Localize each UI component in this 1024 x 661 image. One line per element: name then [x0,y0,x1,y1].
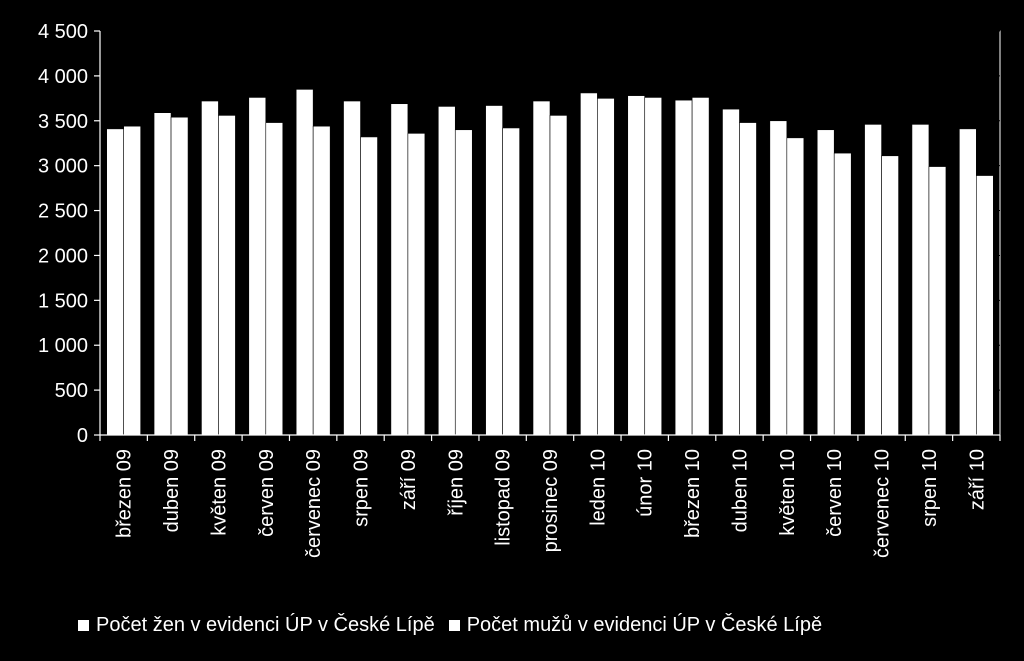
x-tick-label-17: srpen 10 [919,449,941,527]
bar-women-7 [437,106,456,436]
bar-men-10 [597,98,615,436]
bar-women-2 [201,100,219,436]
bar-women-18 [959,128,977,436]
legend-item-men: Počet mužů v evidenci ÚP v České Lípě [448,613,823,637]
bar-men-2 [218,115,236,436]
y-tick-label-7: 3 500 [38,111,88,133]
bar-women-14 [769,120,788,436]
bar-women-0 [106,128,124,436]
legend-swatch-men [448,619,460,631]
bar-men-8 [502,127,520,436]
y-tick-label-2: 1 000 [38,335,88,357]
bar-women-10 [580,92,598,436]
x-tick-label-18: září 10 [966,449,988,510]
x-tick-label-16: červenec 10 [872,449,894,558]
legend-label-men: Počet mužů v evidenci ÚP v České Lípě [466,613,823,636]
bar-women-15 [816,129,835,436]
bar-women-16 [864,124,882,436]
x-tick-label-9: prosinec 09 [540,449,562,552]
legend: Počet žen v evidenci ÚP v České Lípě Poč… [78,610,822,640]
x-tick-label-10: leden 10 [587,449,609,526]
y-tick-label-3: 1 500 [38,290,88,312]
bar-men-17 [928,166,947,436]
legend-swatch-women [78,619,89,631]
x-tick-label-14: květen 10 [777,449,799,536]
bar-women-5 [343,100,361,436]
bar-men-1 [170,116,189,436]
x-tick-label-12: březen 10 [682,449,704,538]
y-tick-label-4: 2 000 [38,245,88,267]
bar-women-12 [674,99,693,436]
bar-men-14 [786,137,805,436]
x-tick-label-13: duben 10 [729,449,751,532]
legend-item-women: Počet žen v evidenci ÚP v České Lípě [78,614,435,637]
x-tick-label-2: květen 09 [208,449,230,536]
x-tick-label-3: červen 09 [256,449,278,537]
x-tick-label-8: listopad 09 [493,449,515,546]
bar-women-1 [153,112,172,436]
bar-men-11 [644,97,663,436]
bar-men-7 [454,129,473,436]
bar-men-3 [265,122,284,436]
bar-women-13 [722,108,740,436]
y-tick-label-1: 500 [55,380,88,402]
bar-men-6 [407,133,426,436]
bar-women-17 [911,124,930,436]
bar-women-9 [532,100,551,436]
bar-men-13 [739,122,757,436]
bar-men-16 [881,155,899,436]
legend-label-women: Počet žen v evidenci ÚP v České Lípě [96,613,435,636]
bar-men-18 [976,175,994,436]
bar-women-3 [248,97,267,436]
x-tick-label-7: říjen 09 [445,449,467,516]
y-tick-label-6: 3 000 [38,156,88,178]
bar-men-5 [360,136,378,436]
bars [106,89,994,436]
x-tick-label-11: únor 10 [635,449,657,517]
x-tick-label-15: červen 10 [824,449,846,537]
y-tick-label-9: 4 500 [38,21,88,43]
x-tick-label-0: březen 09 [114,449,136,538]
x-tick-label-5: srpen 09 [351,449,373,527]
axes: 0 500 1 000 1 500 2 000 2 500 3 000 3 500 4 000 4… [38,21,1001,558]
bar-men-9 [549,115,568,436]
y-tick-label-5: 2 500 [38,201,88,223]
x-tick-label-6: září 09 [398,449,420,510]
bar-men-0 [123,125,141,436]
x-tick-label-4: červenec 09 [303,449,325,558]
y-tick-label-8: 4 000 [38,66,88,88]
y-tick-label-0: 0 [77,425,88,447]
bar-women-8 [485,105,503,436]
x-tick-label-1: duben 09 [161,449,183,532]
bar-women-6 [390,103,409,436]
bar-men-12 [691,97,710,436]
bar-men-4 [312,125,331,436]
bar-men-15 [833,152,852,436]
bar-women-11 [627,95,646,436]
bar-women-4 [295,89,314,436]
